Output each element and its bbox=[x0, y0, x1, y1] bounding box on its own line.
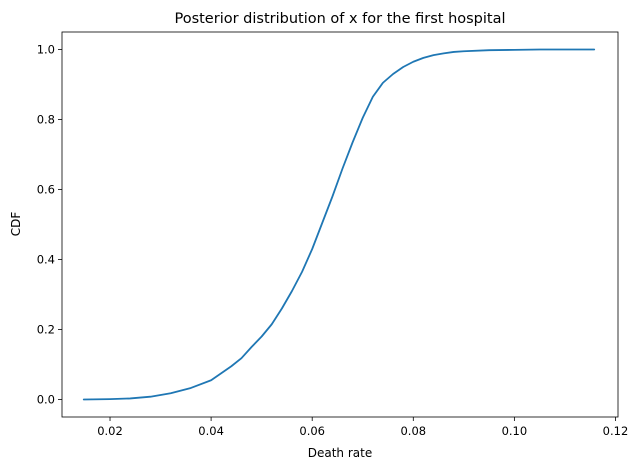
x-tick-label: 0.10 bbox=[502, 424, 528, 438]
cdf-series-line bbox=[82, 48, 596, 401]
series-layer bbox=[82, 48, 596, 401]
x-tick-label: 0.06 bbox=[299, 424, 325, 438]
y-tick-label: 0.4 bbox=[37, 253, 55, 267]
x-tick-label: 0.02 bbox=[97, 424, 123, 438]
plot-frame bbox=[61, 31, 619, 418]
y-tick-label: 0.8 bbox=[37, 113, 55, 127]
y-axis-label: CDF bbox=[9, 212, 23, 237]
chart-title: Posterior distribution of x for the firs… bbox=[174, 11, 505, 27]
x-axis-label: Death rate bbox=[308, 446, 372, 460]
y-tick-label: 0.0 bbox=[37, 393, 55, 407]
x-tick-label: 0.12 bbox=[603, 424, 629, 438]
x-tick-label: 0.08 bbox=[400, 424, 426, 438]
x-tick-label: 0.04 bbox=[198, 424, 224, 438]
y-tick-label: 0.2 bbox=[37, 323, 55, 337]
y-tick-label: 1.0 bbox=[37, 43, 55, 57]
y-tick-label: 0.6 bbox=[37, 183, 55, 197]
y-axis-ticks: 0.0 0.2 0.4 0.6 0.8 1.0 bbox=[37, 43, 62, 407]
x-axis-ticks: 0.02 0.04 0.06 0.08 0.10 0.12 bbox=[97, 417, 628, 438]
